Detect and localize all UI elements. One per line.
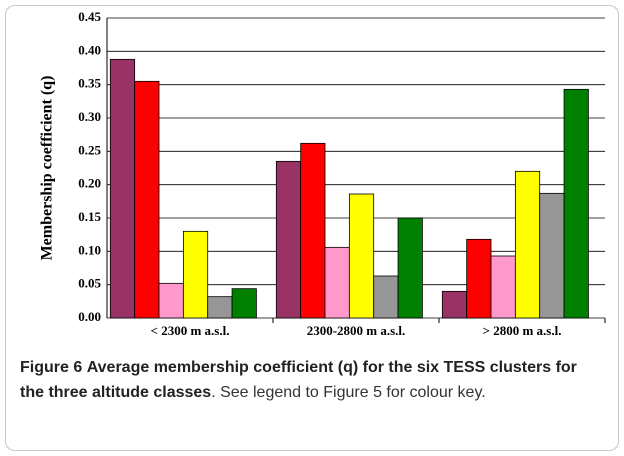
bar: [466, 238, 492, 319]
bar: [207, 296, 233, 319]
bar: [231, 288, 257, 319]
y-tick-label: 0.15: [78, 209, 101, 224]
bar: [563, 88, 589, 319]
bar: [514, 170, 541, 319]
bar: [275, 160, 302, 319]
y-tick-label: 0.30: [78, 109, 101, 124]
bar: [490, 255, 516, 319]
y-axis-title: Membership coefficient (q): [39, 76, 56, 261]
bar: [373, 275, 399, 319]
x-tick-label: < 2300 m a.s.l.: [151, 323, 230, 338]
y-tick-label: 0.05: [78, 276, 101, 291]
caption-label: Figure 6: [20, 359, 83, 376]
figure-card: [5, 5, 619, 451]
bar: [109, 58, 136, 319]
bar: [441, 290, 468, 319]
bar: [324, 246, 350, 319]
x-tick-label: > 2800 m a.s.l.: [483, 323, 562, 338]
y-tick-label: 0.35: [78, 76, 101, 91]
y-tick-label: 0.00: [78, 309, 101, 324]
y-tick-label: 0.10: [78, 242, 101, 257]
bar: [539, 192, 565, 319]
caption: Figure 6 Average membership coefficient …: [20, 355, 605, 405]
chart: Membership coefficient (q) 0.00 0.05 0.10 0…: [39, 9, 606, 338]
y-tick-label: 0.40: [78, 42, 101, 57]
caption-title: Average membership coefficient (q) for t…: [20, 359, 577, 401]
bar: [348, 193, 375, 319]
caption-text: . See legend to Figure 5 for colour key.: [211, 384, 486, 401]
bar: [300, 142, 326, 319]
bar: [397, 217, 423, 319]
y-tick-label: 0.25: [78, 142, 101, 157]
y-tick-label: 0.20: [78, 176, 101, 191]
y-tick-label: 0.45: [78, 9, 101, 24]
bar: [158, 282, 184, 319]
x-tick-label: 2300-2800 m a.s.l.: [307, 323, 406, 338]
bar: [182, 230, 209, 319]
bar: [134, 80, 160, 319]
